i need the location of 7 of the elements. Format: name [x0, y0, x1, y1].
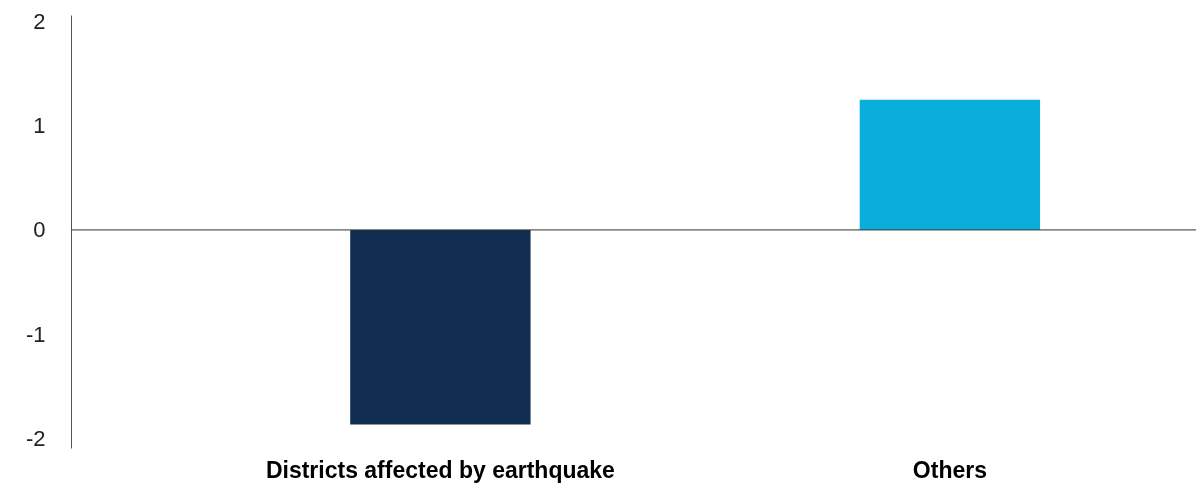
y-tick-label: 1 [33, 113, 46, 139]
y-tick-label: 2 [33, 9, 46, 35]
x-tick-label: Districts affected by earthquake [265, 456, 615, 483]
y-tick-label: -2 [25, 425, 46, 451]
x-tick-label: Others [912, 456, 987, 483]
y-tick-label: 0 [33, 217, 46, 243]
y-tick-label: -1 [25, 321, 46, 347]
